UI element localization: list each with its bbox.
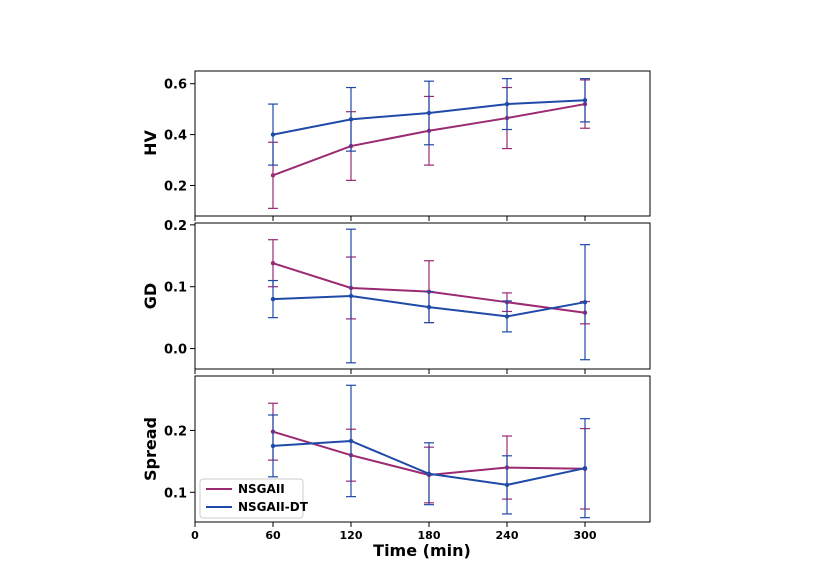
panel-spread-ylabel: Spread: [141, 417, 160, 481]
spread-nsgaii-dt-point: [504, 482, 510, 488]
hv-nsgaii-dt-point: [504, 101, 510, 107]
gd-ytick-label: 0.1: [164, 281, 187, 296]
gd-nsgaii-point: [270, 261, 276, 266]
gd-nsgaii-dt-point: [426, 304, 432, 310]
x-tick-label: 240: [496, 529, 519, 542]
hv-nsgaii-dt-point: [270, 132, 276, 137]
panel-spread-frame: [194, 375, 651, 523]
gd-nsgaii-dt-point: [504, 314, 510, 319]
panel-hv-frame: [194, 70, 651, 217]
hv-ytick-label: 0.4: [164, 129, 187, 144]
x-tick-label: 180: [418, 529, 441, 542]
legend-label-nsgaii: NSGAII: [238, 482, 285, 496]
gd-nsgaii-dt-point: [582, 299, 588, 305]
spread-nsgaii-dt-point: [348, 438, 354, 444]
panel-spread-marks: 0.1 0.2: [164, 384, 590, 527]
gd-nsgaii-dt-point: [270, 296, 276, 302]
legend-label-nsgaii-dt: NSGAII-DT: [238, 500, 309, 514]
x-tick-label: 0: [191, 529, 199, 542]
hv-nsgaii-dt-point: [582, 98, 588, 103]
gd-ytick-label: 0.0: [164, 343, 187, 358]
x-axis-ticks: 0 60 120 180 240 300: [191, 529, 597, 542]
panel-hv-ylabel: HV: [141, 130, 160, 156]
hv-ytick-label: 0.2: [164, 179, 187, 194]
gd-nsgaii-dt-point: [348, 293, 354, 299]
panel-hv-marks: 0.2 0.4 0.6: [164, 78, 590, 221]
gd-ytick-label: 0.2: [164, 219, 187, 234]
spread-ytick-label: 0.1: [164, 486, 187, 501]
panel-gd-frame: [194, 222, 651, 370]
spread-nsgaii-dt-point: [426, 471, 432, 476]
x-tick-label: 60: [265, 529, 281, 542]
spread-ytick-label: 0.2: [164, 424, 187, 439]
x-tick-label: 300: [574, 529, 597, 542]
x-tick-label: 120: [340, 529, 363, 542]
panel-gd-ylabel: GD: [141, 283, 160, 309]
x-axis-label: Time (min): [373, 541, 471, 560]
spread-nsgaii-dt-point: [582, 465, 588, 471]
panel-gd-marks: 0.0 0.1 0.2: [164, 219, 590, 374]
spread-nsgaii-dt-point: [270, 443, 276, 449]
panel-hv: 0.2 0.4 0.6 HV: [141, 70, 651, 221]
hv-nsgaii-point: [270, 173, 276, 178]
hv-ytick-label: 0.6: [164, 78, 187, 93]
hv-nsgaii-dt-point: [348, 117, 354, 122]
hv-nsgaii-dt-point: [426, 110, 432, 116]
legend: NSGAII NSGAII-DT: [199, 478, 309, 519]
panel-spread: 0.1 0.2 Spread: [141, 375, 651, 527]
panel-gd: 0.0 0.1 0.2 GD: [141, 219, 651, 374]
